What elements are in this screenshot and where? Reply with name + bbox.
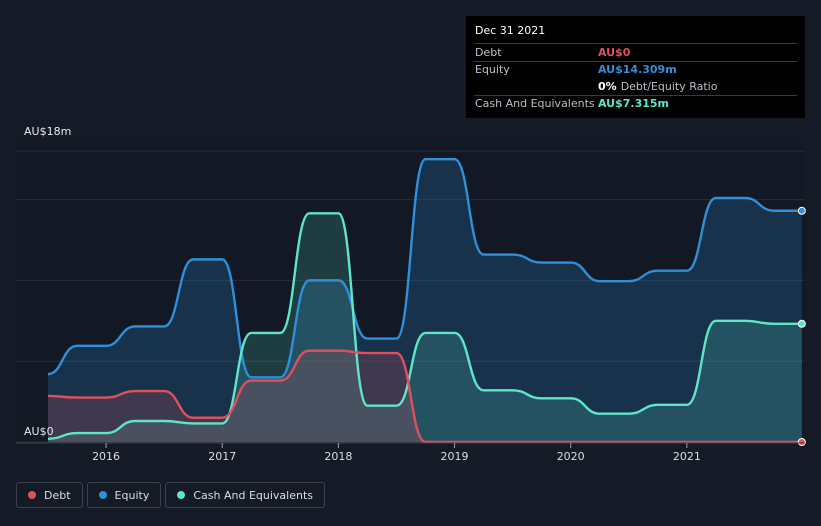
tooltip-value: AU$7.315m	[598, 97, 670, 111]
x-tick-label: 2020	[557, 450, 585, 463]
y-axis-bottom-label: AU$0	[24, 425, 54, 438]
tooltip-value: AU$0	[598, 45, 631, 59]
tooltip-value: 0%	[598, 79, 617, 93]
tooltip-label: Debt	[475, 45, 502, 59]
area-equity	[48, 159, 802, 442]
tooltip-row-equity: Equity AU$14.309m	[474, 60, 797, 79]
area-debt	[48, 350, 802, 442]
legend-item-equity[interactable]: Equity	[86, 482, 162, 508]
x-tick-label: 2021	[673, 450, 701, 463]
legend-item-cash[interactable]: Cash And Equivalents	[165, 482, 325, 508]
end-marker-equity	[797, 206, 806, 215]
tooltip-label: Cash And Equivalents	[475, 97, 595, 111]
legend-item-debt[interactable]: Debt	[16, 482, 83, 508]
x-tick-label: 2017	[208, 450, 236, 463]
x-tick-label: 2016	[92, 450, 120, 463]
tooltip-value: AU$14.309m	[598, 63, 677, 77]
tooltip-ratio-label: Debt/Equity Ratio	[620, 79, 718, 93]
legend-dot-icon	[177, 491, 186, 499]
line-equity	[47, 157, 802, 379]
legend-label: Debt	[44, 488, 71, 502]
series-end-markers	[797, 206, 806, 446]
legend-dot-icon	[28, 491, 36, 499]
x-tick-label: 2019	[441, 450, 469, 463]
tooltip-label: Equity	[475, 63, 510, 77]
tooltip-row-cash: Cash And Equivalents AU$7.315m	[474, 94, 797, 113]
legend-dot-icon	[98, 491, 107, 499]
legend-label: Cash And Equivalents	[193, 488, 313, 502]
end-marker-cash-and-equivalents	[797, 319, 806, 328]
legend-label: Equity	[114, 488, 150, 502]
series-lines	[47, 157, 802, 444]
chart-legend: Debt Equity Cash And Equivalents	[16, 482, 325, 508]
data-tooltip: Dec 31 2021 Debt AU$0 Equity AU$14.309m …	[466, 16, 805, 118]
tooltip-row-debt: Debt AU$0	[474, 43, 797, 61]
end-marker-debt	[797, 438, 806, 446]
line-debt	[47, 349, 802, 444]
tooltip-row-ratio: 0% Debt/Equity Ratio	[474, 78, 797, 95]
line-cash-and-equivalents	[47, 212, 802, 440]
tooltip-date: Dec 31 2021	[475, 24, 546, 37]
x-axis-ticks: 2016 2017 2018 2019 2020 2021	[16, 442, 805, 463]
x-tick-label: 2018	[324, 450, 352, 463]
y-axis-top-label: AU$18m	[24, 125, 71, 138]
